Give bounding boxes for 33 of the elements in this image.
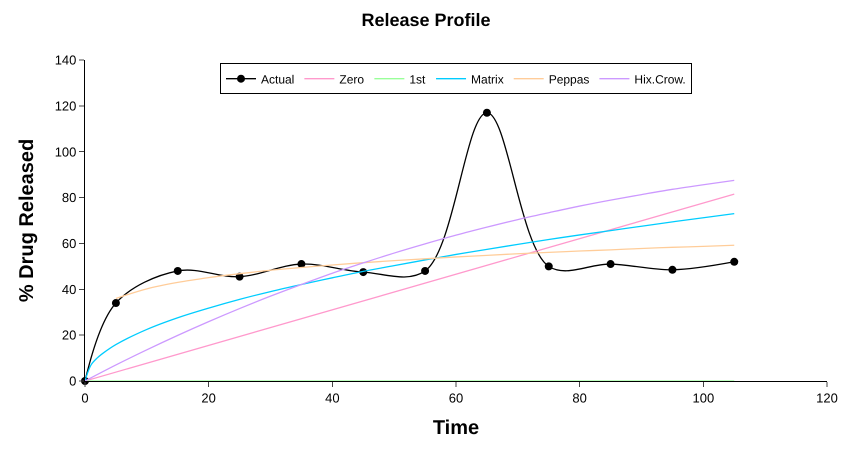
point — [482, 108, 491, 117]
y-tick-label: 140 — [54, 52, 76, 68]
point — [730, 258, 738, 266]
y-tick-label: 0 — [69, 374, 76, 389]
x-tick-label: 40 — [325, 390, 340, 406]
x-tick-label: 120 — [816, 390, 838, 406]
point — [297, 260, 306, 268]
y-tick-label: 100 — [54, 144, 76, 160]
chart-title: Release Profile — [361, 10, 491, 30]
legend-label: Hix.Crow. — [634, 72, 686, 86]
legend-label: Actual — [261, 72, 294, 86]
y-tick-label: 80 — [62, 190, 76, 206]
point — [112, 299, 120, 308]
point — [544, 262, 553, 270]
x-tick-label: 20 — [201, 390, 216, 406]
legend-label: 1st — [409, 72, 426, 86]
x-axis-title: Time — [432, 417, 480, 440]
legend-label: Peppas — [548, 72, 590, 86]
point — [668, 266, 676, 274]
point — [606, 260, 615, 268]
y-axis-title: % Drug Released — [16, 138, 38, 302]
x-tick-label: 0 — [81, 390, 89, 406]
point — [174, 266, 182, 275]
legend-label: Matrix — [471, 72, 504, 86]
y-tick-label: 60 — [62, 236, 76, 251]
y-tick-label: 120 — [54, 98, 76, 114]
point — [421, 266, 430, 275]
x-tick-label: 100 — [692, 390, 714, 406]
x-tick-label: 60 — [448, 390, 464, 406]
x-tick-label: 80 — [572, 390, 587, 406]
y-tick-label: 40 — [62, 282, 76, 297]
y-tick-label: 20 — [62, 328, 76, 343]
legend-label: Zero — [339, 72, 364, 86]
